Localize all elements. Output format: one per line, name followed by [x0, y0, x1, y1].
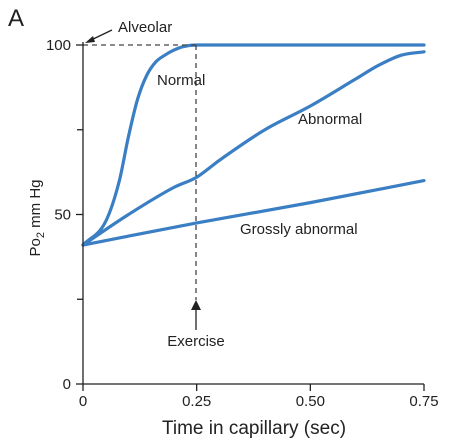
series-layer	[81, 43, 426, 247]
x-axis-title: Time in capillary (sec)	[162, 418, 346, 439]
panel-label: A	[8, 5, 24, 32]
series-line-abnormal	[81, 50, 426, 247]
exercise-annotation: Exercise	[167, 333, 225, 350]
y-axis-title: Po2 mm Hg	[27, 180, 47, 257]
x-tick-label: 0.75	[409, 393, 438, 410]
series-line-normal	[81, 43, 426, 247]
x-tick-label: 0.25	[182, 393, 211, 410]
series-label-grossly-abnormal: Grossly abnormal	[240, 221, 358, 238]
series-label-normal: Normal	[157, 72, 205, 89]
series-label-abnormal: Abnormal	[298, 111, 362, 128]
x-tick-label: 0	[79, 393, 87, 410]
alveolar-arrowhead	[85, 36, 95, 43]
x-tick-group: 0 0.25 0.50 0.75	[79, 384, 439, 410]
y-tick-group: 0 50 100	[46, 37, 83, 393]
y-axis-title-sub: 2	[35, 232, 47, 238]
x-tick-label: 0.50	[296, 393, 325, 410]
y-axis-title-unit: mm Hg	[27, 180, 44, 233]
series-line-grossly-abnormal	[81, 179, 426, 247]
exercise-arrowhead	[191, 300, 201, 310]
y-tick-label: 100	[46, 37, 71, 54]
y-tick-label: 50	[54, 207, 71, 224]
alveolar-annotation: Alveolar	[118, 19, 172, 36]
y-axis-title-main: Po	[27, 238, 44, 256]
y-tick-label: 0	[63, 376, 71, 393]
